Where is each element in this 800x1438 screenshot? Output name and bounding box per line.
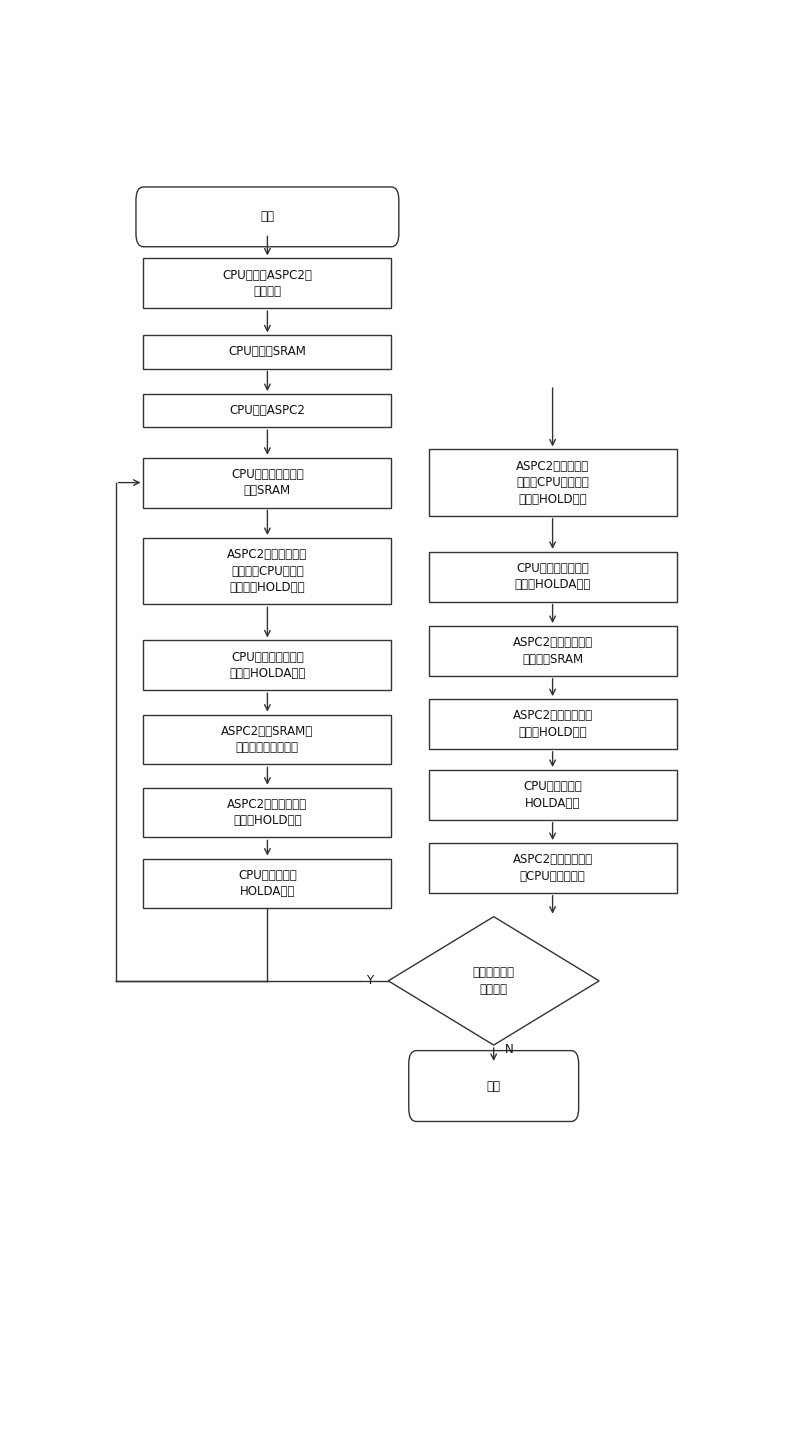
Bar xyxy=(143,457,391,508)
Text: CPU进入最高优先级
中断，HOLDA有效: CPU进入最高优先级 中断，HOLDA有效 xyxy=(514,562,590,591)
Text: ASPC2完成发送让出
总线，HOLD无效: ASPC2完成发送让出 总线，HOLD无效 xyxy=(227,798,307,827)
Text: ASPC2将接收到总线
数据写入SRAM: ASPC2将接收到总线 数据写入SRAM xyxy=(513,636,593,666)
Text: ASPC2完成接收让出
总线，HOLD无效: ASPC2完成接收让出 总线，HOLD无效 xyxy=(513,709,593,739)
Text: ASPC2得知有数据要
发送后向CPU请求外
部总线，HOLD有效: ASPC2得知有数据要 发送后向CPU请求外 部总线，HOLD有效 xyxy=(227,548,307,594)
Text: N: N xyxy=(505,1043,514,1055)
Bar xyxy=(143,335,391,368)
Bar xyxy=(429,699,677,749)
Bar xyxy=(143,788,391,837)
Bar xyxy=(143,538,391,604)
Bar xyxy=(143,858,391,909)
Text: 进行下一次报
文循环？: 进行下一次报 文循环？ xyxy=(473,966,514,995)
Text: CPU退出中断，
HOLDA无效: CPU退出中断， HOLDA无效 xyxy=(523,779,582,810)
Text: CPU初始化SRAM: CPU初始化SRAM xyxy=(229,345,306,358)
FancyBboxPatch shape xyxy=(409,1051,578,1122)
Text: 开始: 开始 xyxy=(260,210,274,223)
Text: 结束: 结束 xyxy=(486,1080,501,1093)
Bar xyxy=(429,552,677,601)
Text: CPU初始化ASPC2片
内寄存器: CPU初始化ASPC2片 内寄存器 xyxy=(222,269,312,298)
Text: Y: Y xyxy=(366,975,374,988)
Text: ASPC2接收到数据
后，向CPU请求外部
总线，HOLD有效: ASPC2接收到数据 后，向CPU请求外部 总线，HOLD有效 xyxy=(516,460,589,506)
Text: CPU将要发送的数据
写入SRAM: CPU将要发送的数据 写入SRAM xyxy=(231,467,304,498)
FancyBboxPatch shape xyxy=(136,187,399,247)
Text: CPU退出中断，
HOLDA无效: CPU退出中断， HOLDA无效 xyxy=(238,869,297,899)
Bar xyxy=(143,715,391,765)
Bar xyxy=(429,626,677,676)
Bar xyxy=(143,394,391,427)
Text: CPU启动ASPC2: CPU启动ASPC2 xyxy=(230,404,306,417)
Bar xyxy=(429,843,677,893)
Bar xyxy=(429,450,677,516)
Polygon shape xyxy=(388,916,599,1045)
Text: CPU进入最高优先级
中断，HOLDA有效: CPU进入最高优先级 中断，HOLDA有效 xyxy=(230,650,306,680)
Bar xyxy=(143,259,391,308)
Text: ASPC2以中断方式通
知CPU接收到数据: ASPC2以中断方式通 知CPU接收到数据 xyxy=(513,853,593,883)
Bar xyxy=(429,769,677,820)
Text: ASPC2取出SRAM中
数据并发送总线数据: ASPC2取出SRAM中 数据并发送总线数据 xyxy=(222,725,314,754)
Bar xyxy=(143,640,391,690)
